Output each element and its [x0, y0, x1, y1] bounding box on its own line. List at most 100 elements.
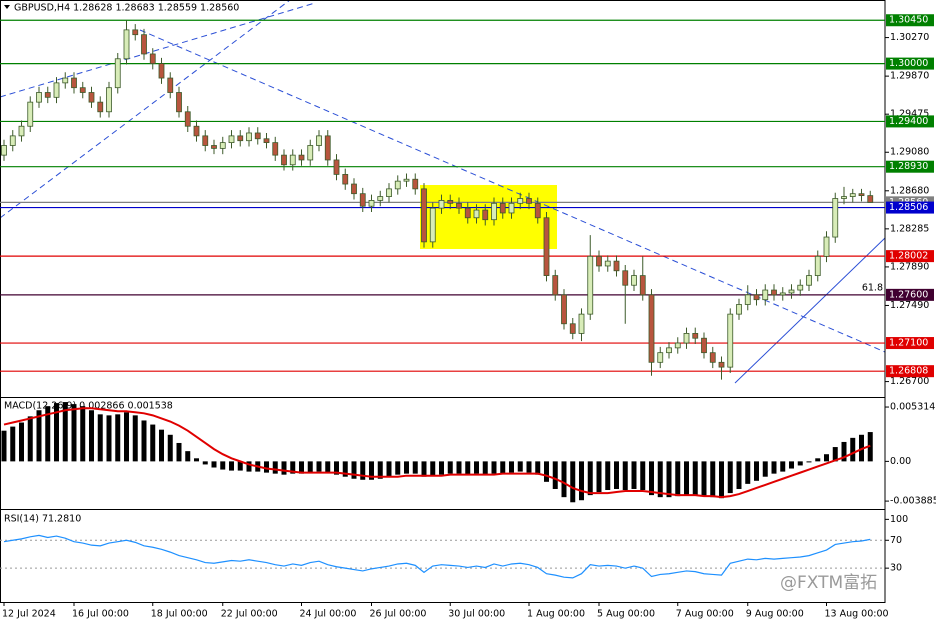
candle-body [823, 236, 830, 257]
candle-body [622, 270, 629, 286]
candle-body [727, 313, 734, 368]
candle-body [613, 260, 620, 272]
macd-bar [474, 461, 479, 474]
macd-bar [71, 404, 77, 462]
macd-bar [202, 461, 208, 465]
candle-body [149, 53, 156, 64]
x-tick-label: 30 Jul 00:00 [448, 609, 505, 620]
watermark: @FXTM富拓 [780, 573, 877, 593]
candle-body [237, 135, 244, 142]
signal-line [3, 407, 871, 499]
y-tick-label: 0.005314 [890, 402, 935, 413]
macd-bar [421, 461, 427, 477]
candle-body [333, 159, 340, 175]
candle-body [456, 202, 462, 209]
rsi-title: RSI(14) 71.2810 [4, 514, 81, 525]
candle-body [464, 207, 471, 219]
macd-bar [631, 461, 637, 489]
macd-bar [220, 461, 226, 470]
candle-body [97, 101, 104, 113]
macd-bar [45, 406, 51, 462]
candle-body [858, 193, 865, 197]
macd-bar [272, 461, 278, 474]
macd-bar [465, 461, 471, 475]
y-tick-label: 1.29080 [890, 147, 929, 158]
macd-bar [579, 461, 584, 501]
candle-body [132, 29, 139, 36]
candle-body [753, 294, 760, 301]
candle-body [193, 125, 200, 137]
candle-body [561, 294, 567, 325]
candle-body [429, 207, 436, 243]
macd-bar [229, 461, 234, 471]
candle-body [359, 193, 366, 207]
candle-body [27, 101, 34, 127]
candle-body [62, 77, 69, 84]
macd-bar [325, 461, 331, 473]
candle-body [674, 342, 681, 349]
level-label: 1.30000 [889, 58, 928, 69]
candle-body [771, 289, 777, 296]
candle-body [779, 292, 786, 296]
candle-body [517, 198, 524, 204]
candle-body [744, 294, 751, 305]
level-label-box [886, 365, 934, 378]
trend-line [139, 29, 886, 353]
y-tick-label: 1.29475 [890, 109, 929, 120]
candle-body [841, 196, 847, 199]
level-label-box [886, 201, 934, 214]
candle-body [246, 132, 252, 142]
macd-bar [544, 461, 549, 482]
candle-body [158, 63, 165, 79]
macd-bar [701, 461, 707, 497]
macd-bar [150, 424, 156, 462]
macd-bar [649, 461, 654, 496]
macd-bar [395, 461, 401, 475]
level-label: 1.27600 [889, 289, 928, 300]
macd-bar [587, 461, 593, 496]
level-label-box [886, 14, 934, 27]
macd-bar [797, 461, 803, 466]
highlight-zone [420, 185, 557, 249]
candle-body [377, 196, 384, 201]
y-tick-label: 1.27490 [890, 300, 929, 311]
x-tick-label: 24 Jul 00:00 [300, 609, 357, 620]
macd-bar [299, 461, 304, 474]
macd-bar [141, 420, 147, 462]
macd-bar [500, 461, 506, 474]
macd-bar [351, 461, 357, 479]
macd-bar [605, 461, 611, 491]
level-label: 1.27100 [889, 338, 928, 349]
macd-bar [675, 461, 681, 497]
candle-body [736, 304, 742, 315]
candle-body [386, 188, 392, 197]
candle-body [701, 337, 707, 354]
level-label-box [886, 250, 934, 263]
trend-line [0, 0, 291, 219]
candle-body [587, 255, 594, 315]
candle-body [316, 135, 322, 146]
candle-body [543, 217, 550, 276]
x-tick-label: 7 Aug 00:00 [676, 609, 734, 620]
macd-bar [342, 461, 348, 477]
candle-body [849, 193, 856, 197]
macd-bar [789, 461, 794, 469]
candle-body [604, 260, 611, 267]
macd-bar [666, 461, 672, 498]
candle-body [797, 284, 804, 291]
candle-body [176, 92, 182, 113]
x-tick-label: 16 Jul 00:00 [72, 609, 129, 620]
macd-bar [167, 434, 173, 462]
macd-bar [719, 461, 724, 499]
y-tick-label: 70 [890, 535, 902, 546]
macd-bar [596, 461, 602, 493]
macd-bar [159, 429, 164, 462]
macd-bar [771, 461, 777, 474]
candle-body [552, 275, 559, 296]
candle-body [718, 361, 725, 368]
level-note: 61.8 [862, 282, 883, 293]
macd-bar [430, 461, 436, 476]
candle-body [263, 138, 270, 144]
candle-body [692, 333, 699, 339]
macd-bar [54, 403, 59, 462]
